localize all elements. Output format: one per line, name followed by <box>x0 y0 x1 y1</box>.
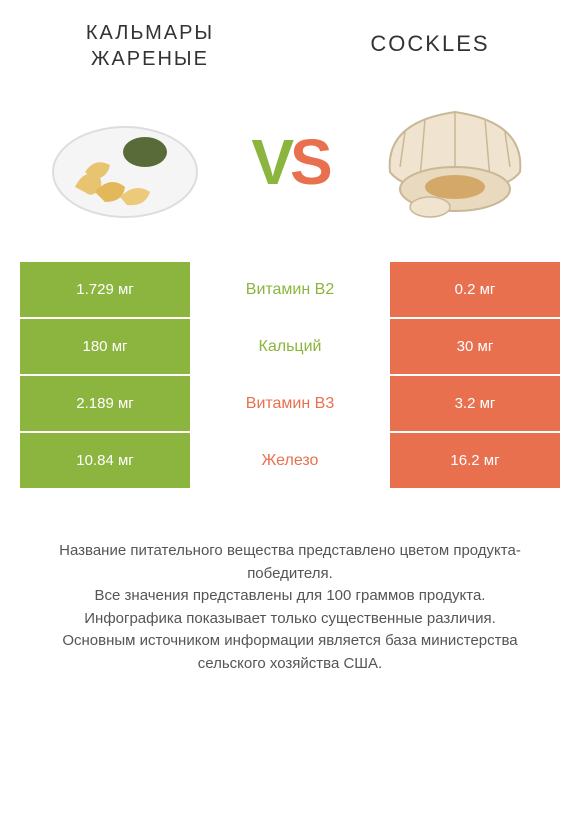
left-title-line2: ЖАРЕНЫЕ <box>40 46 260 72</box>
left-value: 1.729 мг <box>20 262 190 317</box>
left-title-line1: КАЛЬМАРЫ <box>40 20 260 46</box>
vs-s: S <box>290 126 329 198</box>
vs-row: VS <box>0 82 580 262</box>
nutrient-label: Витамин B3 <box>190 376 390 431</box>
nutrient-label: Железо <box>190 433 390 488</box>
header: КАЛЬМАРЫ ЖАРЕНЫЕ COCKLES <box>0 0 580 82</box>
right-food-image <box>370 92 540 232</box>
right-value: 3.2 мг <box>390 376 560 431</box>
footer-line: Название питательного вещества представл… <box>30 540 550 585</box>
footer-line: Основным источником информации является … <box>30 630 550 675</box>
table-row: 1.729 мг Витамин B2 0.2 мг <box>20 262 560 317</box>
table-row: 180 мг Кальций 30 мг <box>20 319 560 374</box>
left-food-image <box>40 92 210 232</box>
vs-label: VS <box>251 125 328 199</box>
table-row: 2.189 мг Витамин B3 3.2 мг <box>20 376 560 431</box>
nutrient-label: Кальций <box>190 319 390 374</box>
table-row: 10.84 мг Железо 16.2 мг <box>20 433 560 488</box>
right-title: COCKLES <box>320 30 540 59</box>
right-product-title: COCKLES <box>320 20 540 59</box>
fried-squid-icon <box>45 97 205 227</box>
footer-line: Инфографика показывает только существенн… <box>30 608 550 631</box>
right-value: 30 мг <box>390 319 560 374</box>
comparison-table: 1.729 мг Витамин B2 0.2 мг 180 мг Кальци… <box>0 262 580 488</box>
left-value: 2.189 мг <box>20 376 190 431</box>
right-value: 16.2 мг <box>390 433 560 488</box>
vs-v: V <box>251 126 290 198</box>
left-value: 10.84 мг <box>20 433 190 488</box>
right-value: 0.2 мг <box>390 262 560 317</box>
footer-notes: Название питательного вещества представл… <box>0 490 580 675</box>
footer-line: Все значения представлены для 100 граммо… <box>30 585 550 608</box>
nutrient-label: Витамин B2 <box>190 262 390 317</box>
cockles-icon <box>375 97 535 227</box>
left-product-title: КАЛЬМАРЫ ЖАРЕНЫЕ <box>40 20 260 72</box>
left-value: 180 мг <box>20 319 190 374</box>
